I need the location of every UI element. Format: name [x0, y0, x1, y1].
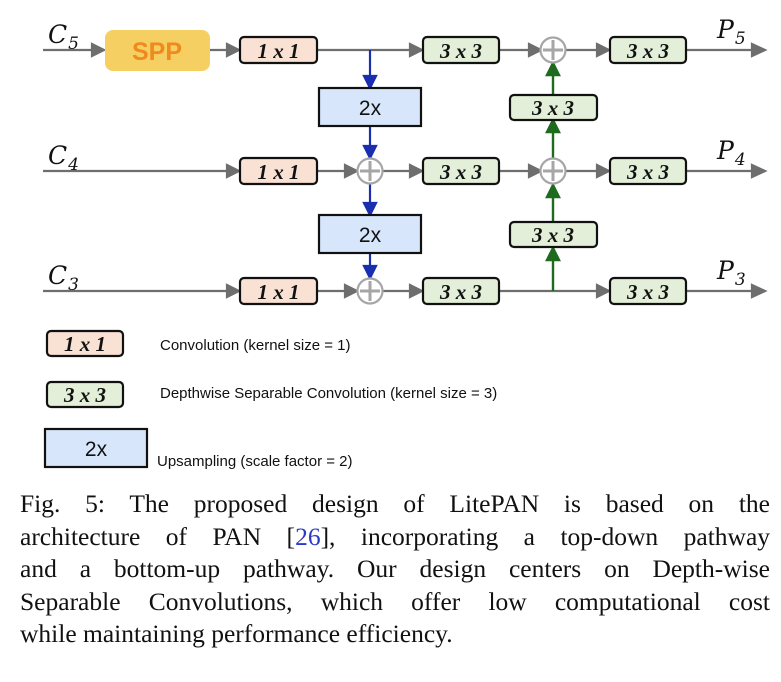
- bottom-up-arrows: [545, 60, 561, 291]
- svg-text:1 x 1: 1 x 1: [64, 332, 106, 356]
- dwconv3x3-block: 3 x 3: [608, 276, 688, 306]
- connection-lines: [43, 42, 768, 299]
- svg-text:3 x 3: 3 x 3: [439, 160, 482, 184]
- svg-text:3 x 3: 3 x 3: [626, 280, 669, 304]
- svg-text:2x: 2x: [359, 224, 382, 247]
- add-node-icon: [539, 36, 567, 64]
- svg-text:3 x 3: 3 x 3: [439, 39, 482, 63]
- svg-text:3 x 3: 3 x 3: [626, 160, 669, 184]
- caption-line: and a bottom-up pathway. Our design cent…: [20, 554, 770, 583]
- svg-text:Convolution (kernel size = 1): Convolution (kernel size = 1): [160, 337, 351, 354]
- svg-text:SPP: SPP: [132, 38, 182, 66]
- dwconv3x3-block: 3 x 3: [608, 156, 688, 186]
- caption-line: Fig. 5: The proposed design of LitePAN i…: [20, 489, 770, 518]
- add-node-icon: [539, 157, 567, 185]
- svg-text:1 x 1: 1 x 1: [258, 160, 300, 184]
- dwconv3x3-block: 3 x 3: [508, 220, 599, 249]
- input-label-c3: C3: [48, 261, 79, 295]
- spp-block: SPP: [105, 30, 210, 71]
- dwconv3x3-block: 3 x 3: [508, 93, 599, 122]
- legend-upsample: 2x Upsampling (scale factor = 2): [43, 427, 353, 470]
- svg-text:3 x 3: 3 x 3: [531, 223, 574, 247]
- upsample-block-top: 2x: [317, 86, 423, 128]
- svg-text:2x: 2x: [359, 97, 382, 120]
- caption-line: architecture of PAN [26], incorporating …: [20, 521, 771, 551]
- dwconv3x3-block: 3 x 3: [608, 35, 688, 65]
- upsample-block-bottom: 2x: [317, 213, 423, 255]
- svg-text:3 x 3: 3 x 3: [439, 280, 482, 304]
- svg-text:1 x 1: 1 x 1: [258, 280, 300, 304]
- legend-conv1: 1 x 1 Convolution (kernel size = 1): [45, 329, 351, 358]
- dwconv3x3-block: 3 x 3: [421, 35, 501, 65]
- input-label-c5: C5: [48, 20, 79, 54]
- add-node-icon: [356, 277, 384, 305]
- svg-text:1 x 1: 1 x 1: [258, 39, 300, 63]
- legend: 1 x 1 Convolution (kernel size = 1) 3 x …: [43, 329, 497, 470]
- input-label-c4: C4: [48, 141, 79, 175]
- citation-link[interactable]: 26: [295, 521, 321, 551]
- svg-text:3 x 3: 3 x 3: [531, 96, 574, 120]
- svg-text:3 x 3: 3 x 3: [63, 383, 106, 407]
- add-node-icon: [356, 157, 384, 185]
- conv1x1-block-c4: 1 x 1: [238, 156, 319, 186]
- svg-text:2x: 2x: [85, 438, 108, 461]
- output-label-p3: P3: [716, 256, 746, 290]
- svg-text:3 x 3: 3 x 3: [626, 39, 669, 63]
- figure-caption: Fig. 5: The proposed design of LitePAN i…: [20, 488, 770, 651]
- output-label-p4: P4: [716, 136, 746, 170]
- add-nodes: [356, 36, 567, 305]
- svg-text:Depthwise Separable Convolutio: Depthwise Separable Convolution (kernel …: [160, 385, 497, 402]
- conv1x1-block-c5: 1 x 1: [238, 35, 319, 65]
- output-label-p5: P5: [716, 15, 746, 49]
- dwconv3x3-block: 3 x 3: [421, 276, 501, 306]
- dwconv3x3-block: 3 x 3: [421, 156, 501, 186]
- caption-line: Separable Convolutions, which offer low …: [20, 586, 770, 616]
- caption-line: while maintaining performance efficiency…: [20, 619, 453, 648]
- legend-conv3: 3 x 3 Depthwise Separable Convolution (k…: [45, 380, 497, 409]
- svg-text:Upsampling (scale factor = 2): Upsampling (scale factor = 2): [157, 453, 353, 470]
- conv1x1-block-c3: 1 x 1: [238, 276, 319, 306]
- top-down-arrows: [362, 50, 378, 281]
